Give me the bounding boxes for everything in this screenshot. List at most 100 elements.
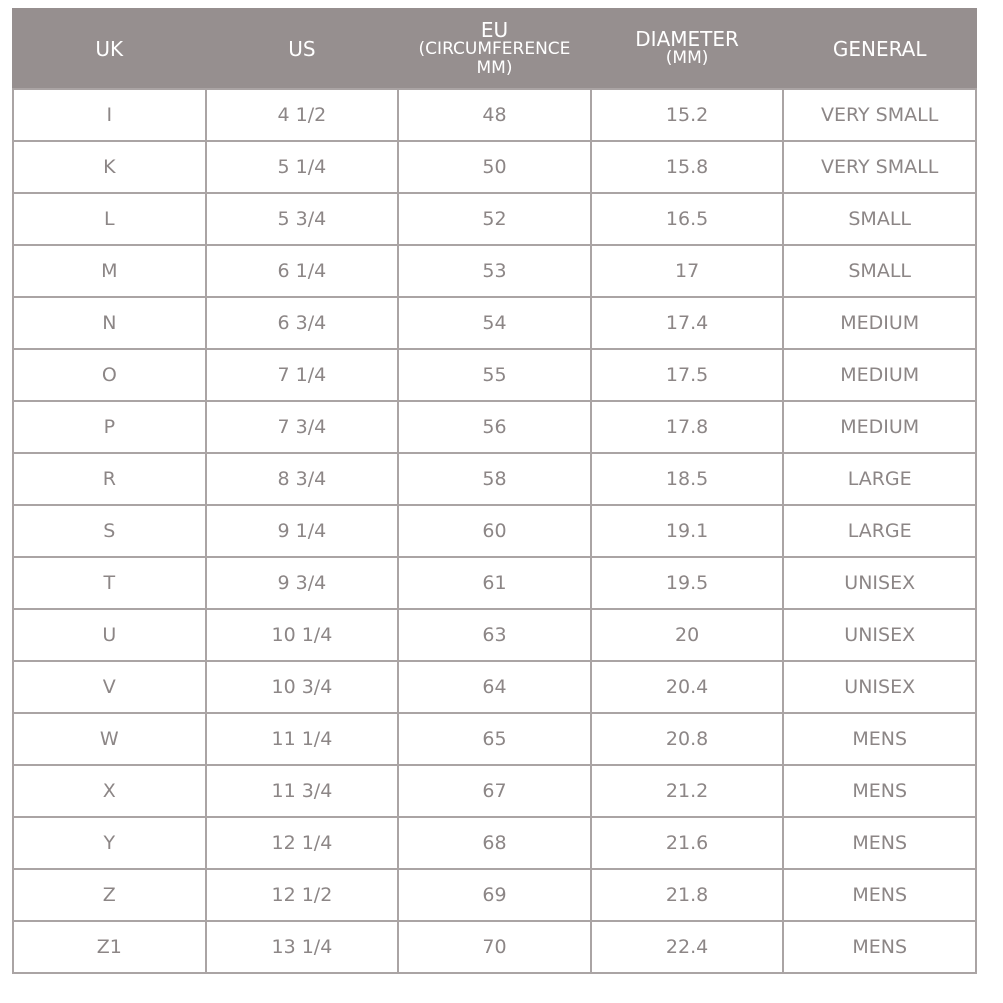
cell-general: MENS xyxy=(782,764,977,818)
cell-eu: 67 xyxy=(397,764,592,818)
cell-uk: Z1 xyxy=(12,920,207,974)
cell-us: 10 3/4 xyxy=(204,660,400,714)
cell-diameter: 16.5 xyxy=(589,192,785,246)
cell-diameter: 19.1 xyxy=(589,504,785,558)
cell-us: 9 1/4 xyxy=(204,504,400,558)
cell-us: 9 3/4 xyxy=(204,556,400,610)
cell-us: 8 3/4 xyxy=(204,452,400,506)
cell-eu: 61 xyxy=(397,556,592,610)
cell-eu: 60 xyxy=(397,504,592,558)
cell-general: MENS xyxy=(782,816,977,870)
header-general: GENERAL xyxy=(782,8,977,90)
cell-general: MEDIUM xyxy=(782,296,977,350)
cell-general: VERY SMALL xyxy=(782,140,977,194)
cell-us: 5 3/4 xyxy=(204,192,400,246)
header-diameter-line1: DIAMETER xyxy=(635,27,739,51)
cell-eu: 70 xyxy=(397,920,592,974)
table-row: Y 12 1/4 68 21.6 MENS xyxy=(12,816,977,870)
cell-diameter: 18.5 xyxy=(589,452,785,506)
header-eu-line2: (CIRCUMFERENCE xyxy=(418,38,571,59)
cell-us: 11 3/4 xyxy=(204,764,400,818)
cell-us: 13 1/4 xyxy=(204,920,400,974)
table-row: V 10 3/4 64 20.4 UNISEX xyxy=(12,660,977,714)
cell-uk: V xyxy=(12,660,207,714)
cell-uk: K xyxy=(12,140,207,194)
cell-us: 6 1/4 xyxy=(204,244,400,298)
table-row: W 11 1/4 65 20.8 MENS xyxy=(12,712,977,766)
cell-uk: O xyxy=(12,348,207,402)
cell-eu: 53 xyxy=(397,244,592,298)
cell-general: MEDIUM xyxy=(782,348,977,402)
cell-diameter: 21.6 xyxy=(589,816,785,870)
cell-diameter: 15.2 xyxy=(589,88,785,142)
cell-diameter: 17.5 xyxy=(589,348,785,402)
header-uk: UK xyxy=(12,8,207,90)
cell-us: 12 1/4 xyxy=(204,816,400,870)
cell-us: 12 1/2 xyxy=(204,868,400,922)
cell-diameter: 17.8 xyxy=(589,400,785,454)
header-eu-line3: MM) xyxy=(476,57,513,78)
cell-diameter: 21.2 xyxy=(589,764,785,818)
cell-us: 7 3/4 xyxy=(204,400,400,454)
cell-eu: 69 xyxy=(397,868,592,922)
cell-uk: S xyxy=(12,504,207,558)
cell-us: 6 3/4 xyxy=(204,296,400,350)
cell-eu: 48 xyxy=(397,88,592,142)
header-us: US xyxy=(204,8,400,90)
cell-uk: W xyxy=(12,712,207,766)
cell-general: SMALL xyxy=(782,192,977,246)
cell-eu: 65 xyxy=(397,712,592,766)
cell-diameter: 19.5 xyxy=(589,556,785,610)
cell-eu: 64 xyxy=(397,660,592,714)
cell-us: 5 1/4 xyxy=(204,140,400,194)
cell-uk: Z xyxy=(12,868,207,922)
header-diameter: DIAMETER (MM) xyxy=(589,8,785,90)
cell-eu: 68 xyxy=(397,816,592,870)
cell-diameter: 20 xyxy=(589,608,785,662)
cell-general: MENS xyxy=(782,920,977,974)
table-row: Z1 13 1/4 70 22.4 MENS xyxy=(12,920,977,974)
cell-general: VERY SMALL xyxy=(782,88,977,142)
cell-eu: 54 xyxy=(397,296,592,350)
cell-uk: U xyxy=(12,608,207,662)
table-row: X 11 3/4 67 21.2 MENS xyxy=(12,764,977,818)
cell-uk: M xyxy=(12,244,207,298)
cell-diameter: 17 xyxy=(589,244,785,298)
cell-diameter: 20.4 xyxy=(589,660,785,714)
cell-uk: N xyxy=(12,296,207,350)
cell-general: LARGE xyxy=(782,504,977,558)
cell-diameter: 22.4 xyxy=(589,920,785,974)
header-row: UK US EU (CIRCUMFERENCE MM) DIAMETER (MM… xyxy=(12,8,977,90)
cell-uk: Y xyxy=(12,816,207,870)
header-eu-line1: EU xyxy=(480,17,509,42)
cell-general: LARGE xyxy=(782,452,977,506)
cell-uk: L xyxy=(12,192,207,246)
cell-general: UNISEX xyxy=(782,660,977,714)
cell-general: UNISEX xyxy=(782,608,977,662)
table-row: Z 12 1/2 69 21.8 MENS xyxy=(12,868,977,922)
cell-us: 4 1/2 xyxy=(204,88,400,142)
cell-general: MEDIUM xyxy=(782,400,977,454)
cell-diameter: 21.8 xyxy=(589,868,785,922)
cell-diameter: 17.4 xyxy=(589,296,785,350)
cell-eu: 50 xyxy=(397,140,592,194)
ring-size-table: UK US EU (CIRCUMFERENCE MM) DIAMETER (MM… xyxy=(12,8,977,974)
header-diameter-line2: (MM) xyxy=(665,48,709,68)
cell-uk: P xyxy=(12,400,207,454)
table-row: U 10 1/4 63 20 UNISEX xyxy=(12,608,977,662)
cell-uk: R xyxy=(12,452,207,506)
header-eu: EU (CIRCUMFERENCE MM) xyxy=(397,8,592,90)
cell-diameter: 20.8 xyxy=(589,712,785,766)
cell-us: 7 1/4 xyxy=(204,348,400,402)
cell-diameter: 15.8 xyxy=(589,140,785,194)
cell-uk: T xyxy=(12,556,207,610)
